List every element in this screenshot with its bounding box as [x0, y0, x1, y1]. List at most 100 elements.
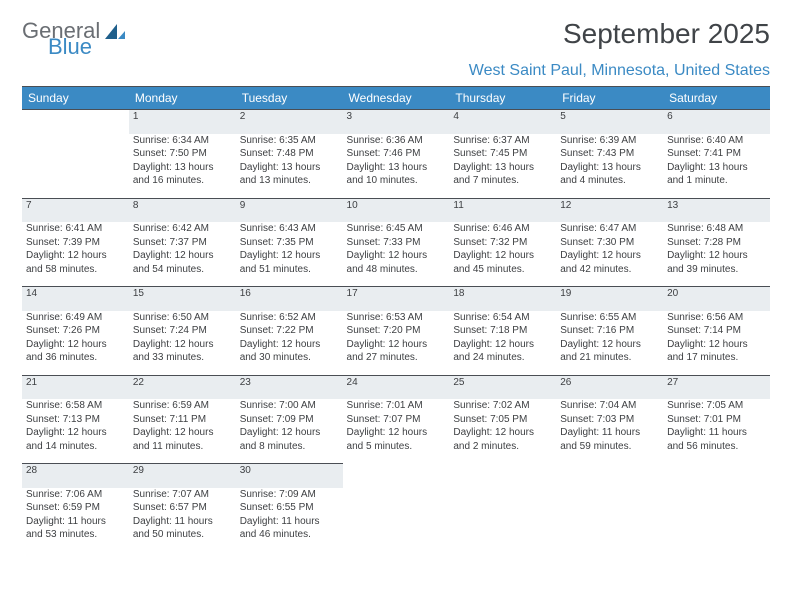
day-number-cell: 19 — [556, 287, 663, 311]
daylight-text: Daylight: 12 hours and 27 minutes. — [347, 338, 446, 365]
sunset-text: Sunset: 7:13 PM — [26, 413, 125, 427]
day-detail-cell: Sunrise: 6:59 AMSunset: 7:11 PMDaylight:… — [129, 399, 236, 464]
day-number-cell: 14 — [22, 287, 129, 311]
detail-row: Sunrise: 6:58 AMSunset: 7:13 PMDaylight:… — [22, 399, 770, 464]
day-detail-cell: Sunrise: 6:55 AMSunset: 7:16 PMDaylight:… — [556, 311, 663, 376]
day-number-cell: 18 — [449, 287, 556, 311]
day-number-cell: 21 — [22, 375, 129, 399]
sunrise-text: Sunrise: 6:47 AM — [560, 222, 659, 236]
day-number-cell: 11 — [449, 198, 556, 222]
sunset-text: Sunset: 7:30 PM — [560, 236, 659, 250]
sunset-text: Sunset: 7:03 PM — [560, 413, 659, 427]
detail-row: Sunrise: 6:49 AMSunset: 7:26 PMDaylight:… — [22, 311, 770, 376]
sunset-text: Sunset: 7:35 PM — [240, 236, 339, 250]
sunset-text: Sunset: 7:45 PM — [453, 147, 552, 161]
daylight-text: Daylight: 12 hours and 45 minutes. — [453, 249, 552, 276]
sunset-text: Sunset: 7:24 PM — [133, 324, 232, 338]
day-number-cell: 9 — [236, 198, 343, 222]
day-detail-cell — [449, 488, 556, 552]
sunset-text: Sunset: 7:18 PM — [453, 324, 552, 338]
day-number-cell — [556, 464, 663, 488]
sunrise-text: Sunrise: 6:45 AM — [347, 222, 446, 236]
day-detail-cell: Sunrise: 6:42 AMSunset: 7:37 PMDaylight:… — [129, 222, 236, 287]
day-number-cell: 3 — [343, 110, 450, 134]
day-number-cell: 29 — [129, 464, 236, 488]
day-detail-cell: Sunrise: 6:46 AMSunset: 7:32 PMDaylight:… — [449, 222, 556, 287]
sunrise-text: Sunrise: 7:09 AM — [240, 488, 339, 502]
day-number-cell: 2 — [236, 110, 343, 134]
sunrise-text: Sunrise: 7:00 AM — [240, 399, 339, 413]
day-detail-cell: Sunrise: 7:00 AMSunset: 7:09 PMDaylight:… — [236, 399, 343, 464]
day-number-cell: 30 — [236, 464, 343, 488]
sunrise-text: Sunrise: 6:50 AM — [133, 311, 232, 325]
day-number-cell: 6 — [663, 110, 770, 134]
sunset-text: Sunset: 7:48 PM — [240, 147, 339, 161]
day-number-cell: 25 — [449, 375, 556, 399]
sunset-text: Sunset: 7:28 PM — [667, 236, 766, 250]
col-monday: Monday — [129, 87, 236, 110]
weekday-header-row: Sunday Monday Tuesday Wednesday Thursday… — [22, 87, 770, 110]
day-number-cell — [22, 110, 129, 134]
sunset-text: Sunset: 7:09 PM — [240, 413, 339, 427]
daynum-row: 282930 — [22, 464, 770, 488]
sunset-text: Sunset: 7:20 PM — [347, 324, 446, 338]
sunset-text: Sunset: 7:22 PM — [240, 324, 339, 338]
daylight-text: Daylight: 12 hours and 58 minutes. — [26, 249, 125, 276]
sunrise-text: Sunrise: 6:39 AM — [560, 134, 659, 148]
day-number-cell: 24 — [343, 375, 450, 399]
sunset-text: Sunset: 7:14 PM — [667, 324, 766, 338]
day-number-cell: 7 — [22, 198, 129, 222]
day-detail-cell — [663, 488, 770, 552]
day-detail-cell: Sunrise: 6:35 AMSunset: 7:48 PMDaylight:… — [236, 134, 343, 199]
daylight-text: Daylight: 12 hours and 39 minutes. — [667, 249, 766, 276]
sunset-text: Sunset: 7:01 PM — [667, 413, 766, 427]
logo-text-2: Blue — [48, 34, 92, 60]
daylight-text: Daylight: 12 hours and 17 minutes. — [667, 338, 766, 365]
daylight-text: Daylight: 12 hours and 11 minutes. — [133, 426, 232, 453]
detail-row: Sunrise: 6:41 AMSunset: 7:39 PMDaylight:… — [22, 222, 770, 287]
day-detail-cell: Sunrise: 6:58 AMSunset: 7:13 PMDaylight:… — [22, 399, 129, 464]
day-detail-cell: Sunrise: 6:39 AMSunset: 7:43 PMDaylight:… — [556, 134, 663, 199]
sunrise-text: Sunrise: 6:40 AM — [667, 134, 766, 148]
col-wednesday: Wednesday — [343, 87, 450, 110]
day-detail-cell: Sunrise: 6:47 AMSunset: 7:30 PMDaylight:… — [556, 222, 663, 287]
day-number-cell: 8 — [129, 198, 236, 222]
sunrise-text: Sunrise: 7:07 AM — [133, 488, 232, 502]
day-detail-cell: Sunrise: 6:40 AMSunset: 7:41 PMDaylight:… — [663, 134, 770, 199]
col-tuesday: Tuesday — [236, 87, 343, 110]
daylight-text: Daylight: 11 hours and 56 minutes. — [667, 426, 766, 453]
sunset-text: Sunset: 7:16 PM — [560, 324, 659, 338]
day-number-cell: 1 — [129, 110, 236, 134]
day-detail-cell: Sunrise: 6:41 AMSunset: 7:39 PMDaylight:… — [22, 222, 129, 287]
daylight-text: Daylight: 12 hours and 42 minutes. — [560, 249, 659, 276]
sunrise-text: Sunrise: 7:06 AM — [26, 488, 125, 502]
sunset-text: Sunset: 6:57 PM — [133, 501, 232, 515]
logo-sail-icon — [104, 22, 126, 40]
sunrise-text: Sunrise: 6:55 AM — [560, 311, 659, 325]
day-number-cell — [343, 464, 450, 488]
day-number-cell: 16 — [236, 287, 343, 311]
col-friday: Friday — [556, 87, 663, 110]
sunset-text: Sunset: 7:33 PM — [347, 236, 446, 250]
sunset-text: Sunset: 7:39 PM — [26, 236, 125, 250]
sunset-text: Sunset: 7:11 PM — [133, 413, 232, 427]
day-detail-cell: Sunrise: 6:54 AMSunset: 7:18 PMDaylight:… — [449, 311, 556, 376]
day-number-cell: 20 — [663, 287, 770, 311]
daynum-row: 123456 — [22, 110, 770, 134]
sunrise-text: Sunrise: 6:59 AM — [133, 399, 232, 413]
day-detail-cell: Sunrise: 7:01 AMSunset: 7:07 PMDaylight:… — [343, 399, 450, 464]
day-detail-cell: Sunrise: 6:53 AMSunset: 7:20 PMDaylight:… — [343, 311, 450, 376]
day-detail-cell: Sunrise: 6:37 AMSunset: 7:45 PMDaylight:… — [449, 134, 556, 199]
daylight-text: Daylight: 13 hours and 1 minute. — [667, 161, 766, 188]
day-detail-cell: Sunrise: 6:56 AMSunset: 7:14 PMDaylight:… — [663, 311, 770, 376]
day-number-cell: 26 — [556, 375, 663, 399]
daylight-text: Daylight: 12 hours and 24 minutes. — [453, 338, 552, 365]
location: West Saint Paul, Minnesota, United State… — [22, 62, 770, 80]
daylight-text: Daylight: 12 hours and 21 minutes. — [560, 338, 659, 365]
day-detail-cell: Sunrise: 6:50 AMSunset: 7:24 PMDaylight:… — [129, 311, 236, 376]
sunrise-text: Sunrise: 7:05 AM — [667, 399, 766, 413]
title-block: September 2025 — [563, 18, 770, 50]
sunset-text: Sunset: 6:59 PM — [26, 501, 125, 515]
day-detail-cell: Sunrise: 6:48 AMSunset: 7:28 PMDaylight:… — [663, 222, 770, 287]
day-number-cell: 22 — [129, 375, 236, 399]
